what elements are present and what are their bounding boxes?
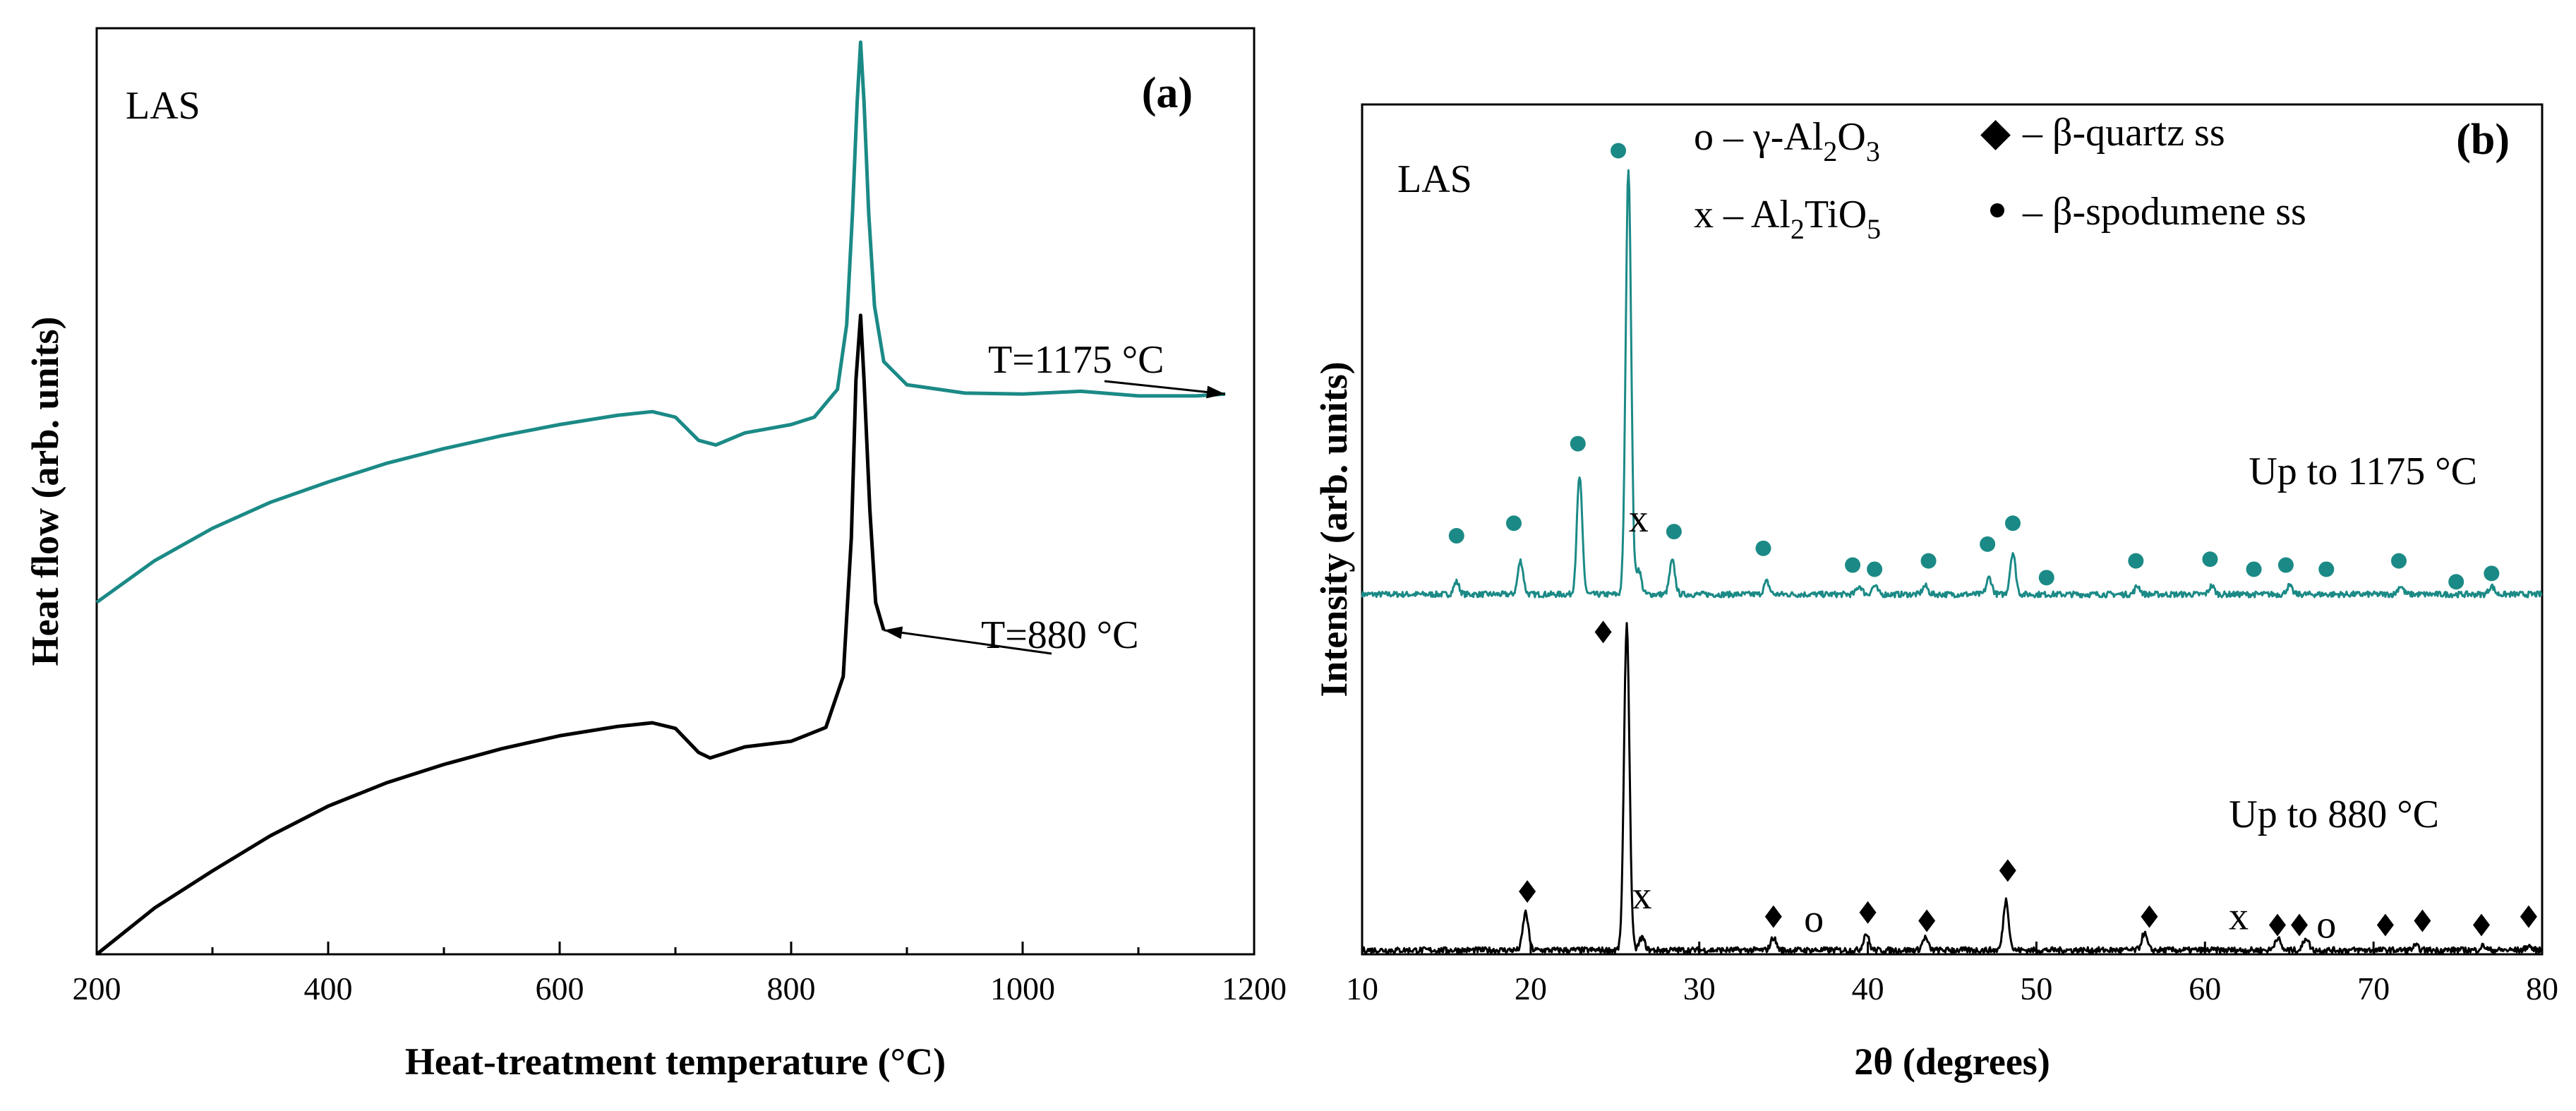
x-ticks-a: 200 400 600 800 1000 1200: [73, 942, 1287, 1007]
plot-frame-a: [95, 27, 1256, 956]
curves-a: [95, 40, 1226, 956]
legend-spodumene-label: – β-spodumene ss: [2022, 190, 2306, 234]
spodumene-marker: [1920, 553, 1937, 569]
panel-b: x x o x o 10 20 30 40 50 60 70 80 LAS (b) o – γ-Al2…: [1313, 103, 2558, 1083]
quartz-marker: [2414, 909, 2431, 932]
annotation-arrow: [1104, 380, 1226, 395]
spodumene-marker: [2484, 565, 2500, 582]
spodumene-marker: [1980, 536, 1996, 552]
sample-label-a: LAS: [126, 84, 200, 128]
spodumene-marker: [2390, 553, 2407, 569]
x-tick-label-b: 10: [1346, 971, 1378, 1007]
spodumene-marker: [2448, 574, 2464, 590]
annotation-arrowhead: [884, 626, 903, 639]
x-tick-label-b: 50: [2020, 971, 2052, 1007]
annotation-1175: T=1175 °C: [988, 338, 1164, 382]
phase-letter-marker: x: [1629, 497, 1649, 541]
spodumene-marker: [1611, 143, 1627, 159]
legend-quartz-label: – β-quartz ss: [2022, 111, 2225, 155]
legend-gamma-alumina: o – γ-Al2O3: [1694, 115, 1880, 167]
spodumene-marker: [1755, 540, 1771, 556]
x-tick-label-a: 1000: [990, 971, 1055, 1007]
legend-b: o – γ-Al2O3 x – Al2TiO5 ◆ – β-quartz ss …: [1694, 111, 2306, 245]
annotation-arrowhead: [1206, 385, 1225, 399]
series-b-0: [1361, 169, 2543, 599]
quartz-marker: [2473, 913, 2491, 937]
spodumene-marker: [2038, 570, 2054, 586]
spodumene-marker: [1570, 436, 1586, 452]
panel-tag-a: (a): [1142, 69, 1193, 117]
spodumene-marker: [1448, 528, 1464, 544]
spodumene-marker: [2202, 551, 2218, 567]
legend-quartz-symbol: ◆: [1980, 111, 2011, 155]
phase-letter-marker: x: [1632, 874, 1652, 918]
panel-a: 200 400 600 800 1000 1200 LAS (a) T=1175 °C T…: [24, 27, 1287, 1083]
x-tick-label-b: 40: [1852, 971, 1884, 1007]
quartz-marker: [2291, 913, 2309, 937]
phase-markers-b: x x o x o: [1448, 143, 2537, 947]
x-tick-label-b: 80: [2526, 971, 2558, 1007]
x-tick-label-a: 600: [536, 971, 584, 1007]
y-axis-label-a: Heat flow (arb. units): [24, 317, 66, 666]
x-axis-label-b: 2θ (degrees): [1854, 1040, 2050, 1083]
quartz-marker: [1594, 620, 1612, 644]
x-tick-label-b: 60: [2189, 971, 2221, 1007]
phase-letter-marker: x: [2229, 894, 2249, 938]
spodumene-marker: [2128, 553, 2144, 569]
annotation-arrows-a: [883, 380, 1226, 655]
x-tick-label-a: 800: [767, 971, 816, 1007]
quartz-marker: [1859, 901, 1877, 924]
spodumene-marker: [1867, 561, 1883, 577]
quartz-marker: [1918, 909, 1936, 932]
quartz-marker: [2141, 905, 2158, 928]
x-tick-label-b: 30: [1683, 971, 1716, 1007]
y-axis-label-b: Intensity (arb. units): [1313, 361, 1355, 697]
x-tick-label-a: 1200: [1222, 971, 1287, 1007]
quartz-marker: [2520, 905, 2537, 928]
x-tick-label-b: 70: [2357, 971, 2390, 1007]
x-tick-label-a: 200: [73, 971, 121, 1007]
phase-letter-marker: o: [2316, 903, 2336, 947]
legend-aluminium-titanate: x – Al2TiO5: [1694, 193, 1881, 245]
annotation-arrow: [883, 629, 1052, 655]
legend-spodumene-symbol: [1990, 203, 2004, 217]
spodumene-marker: [1845, 557, 1861, 573]
quartz-marker: [2376, 913, 2394, 937]
spodumene-marker: [2277, 557, 2294, 573]
quartz-marker: [1999, 859, 2016, 882]
spodumene-marker: [1666, 524, 1682, 540]
spodumene-marker: [2246, 561, 2262, 577]
annotation-880: T=880 °C: [981, 613, 1139, 657]
sample-label-b: LAS: [1397, 157, 1472, 201]
x-tick-label-a: 400: [304, 971, 353, 1007]
quartz-marker: [1764, 905, 1782, 928]
spodumene-marker: [2318, 561, 2335, 577]
phase-letter-marker: o: [1804, 897, 1824, 941]
panel-tag-b: (b): [2456, 116, 2510, 164]
series-b-1: [1361, 622, 2544, 954]
x-tick-label-b: 20: [1515, 971, 1547, 1007]
x-ticks-b: 10 20 30 40 50 60 70 80: [1346, 942, 2558, 1007]
spodumene-marker: [1505, 515, 1522, 532]
series-a-0: [95, 40, 1226, 604]
quartz-marker: [2268, 913, 2286, 937]
x-axis-label-a: Heat-treatment temperature (°C): [405, 1040, 946, 1083]
quartz-marker: [1519, 880, 1536, 903]
series-label-1175: Up to 1175 °C: [2249, 450, 2477, 493]
series-a-1: [95, 313, 886, 956]
spodumene-marker: [2004, 515, 2021, 532]
series-label-880: Up to 880 °C: [2229, 793, 2439, 836]
